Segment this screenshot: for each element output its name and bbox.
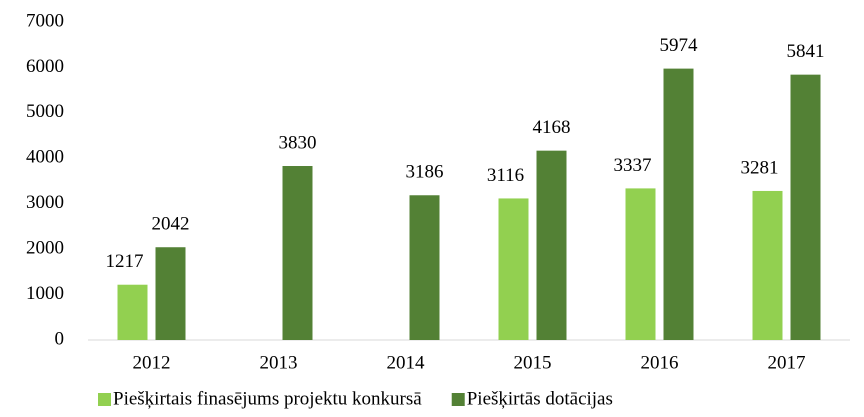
y-tick-label: 2000 <box>26 238 64 259</box>
legend-swatch <box>98 393 111 406</box>
y-tick-label: 7000 <box>26 10 64 31</box>
bar <box>790 74 821 341</box>
value-label: 3337 <box>614 155 652 176</box>
bar <box>117 284 148 340</box>
value-label: 5841 <box>787 41 825 62</box>
bar <box>409 195 440 340</box>
bar <box>282 166 313 340</box>
value-label: 1217 <box>106 251 144 272</box>
y-tick-label: 3000 <box>26 192 64 213</box>
value-label: 3116 <box>487 165 524 186</box>
x-tick-label: 2014 <box>387 352 426 373</box>
y-tick-label: 4000 <box>26 147 64 168</box>
bar <box>155 247 186 340</box>
y-tick-label: 0 <box>55 328 65 349</box>
bar <box>536 150 567 340</box>
bar <box>625 188 656 340</box>
x-tick-label: 2015 <box>514 352 552 373</box>
value-label: 2042 <box>152 214 190 235</box>
x-tick-label: 2012 <box>133 352 171 373</box>
bar <box>498 198 529 340</box>
value-label: 5974 <box>660 35 699 56</box>
x-tick-label: 2013 <box>260 352 298 373</box>
legend-label: Piešķirtais finasējums projektu konkursā <box>113 388 422 409</box>
value-label: 3186 <box>406 162 444 183</box>
y-tick-label: 5000 <box>26 101 64 122</box>
value-label: 3830 <box>279 132 317 153</box>
value-label: 3281 <box>741 157 779 178</box>
value-label: 4168 <box>533 117 571 138</box>
bar <box>752 190 783 340</box>
y-tick-label: 6000 <box>26 56 64 77</box>
y-tick-label: 1000 <box>26 283 64 304</box>
legend-swatch <box>451 393 465 406</box>
x-tick-label: 2017 <box>768 352 806 373</box>
bar <box>663 68 694 340</box>
x-tick-label: 2016 <box>641 352 679 373</box>
legend-label: Piešķirtās dotācijas <box>467 388 613 409</box>
